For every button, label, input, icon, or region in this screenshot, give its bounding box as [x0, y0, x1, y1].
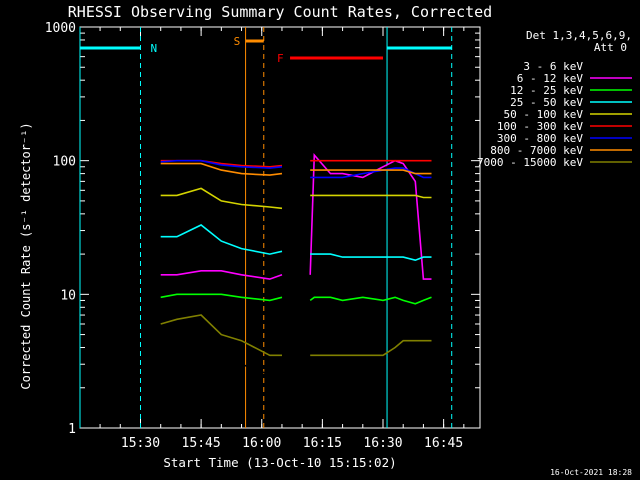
- y-axis-label: Corrected Count Rate (s⁻¹ detector⁻¹): [19, 122, 33, 389]
- series-line-12-25: [160, 293, 432, 305]
- series-line-7000-15000: [160, 314, 432, 357]
- x-tick-label: 15:30: [121, 436, 160, 451]
- saa-label: S: [234, 35, 241, 48]
- y-tick-label: 10: [60, 288, 76, 303]
- series-line-25-50: [160, 224, 432, 262]
- legend-label-6-12: 6 - 12 keV: [517, 72, 584, 85]
- legend-label-3-6: 3 - 6 keV: [523, 60, 583, 73]
- y-tick-label: 1: [68, 422, 76, 437]
- legend-label-25-50: 25 - 50 keV: [510, 96, 583, 109]
- x-axis-label: Start Time (13-Oct-10 15:15:02): [163, 455, 396, 470]
- chart-title: RHESSI Observing Summary Count Rates, Co…: [68, 3, 492, 21]
- y-tick-label: 1000: [45, 21, 76, 36]
- legend-label-300-800: 300 - 800 keV: [497, 132, 583, 145]
- legend-title-line-1: Det 1,3,4,5,6,9,: [526, 29, 632, 42]
- night-label: N: [150, 42, 157, 55]
- timestamp: 16-Oct-2021 18:28: [550, 468, 632, 477]
- legend-label-800-7000: 800 - 7000 keV: [490, 144, 583, 157]
- y-axis: 1 10 100 1000: [45, 21, 480, 437]
- legend-label-12-25: 12 - 25 keV: [510, 84, 583, 97]
- legend-title-line-2: Att 0: [594, 41, 627, 54]
- series-line-3-6: [160, 153, 433, 394]
- x-tick-label: 16:15: [303, 436, 342, 451]
- x-tick-label: 16:30: [363, 436, 402, 451]
- x-tick-label: 16:00: [242, 436, 281, 451]
- legend-label-50-100: 50 - 100 keV: [504, 108, 584, 121]
- flare-label: F: [277, 52, 284, 65]
- series-line-50-100: [160, 187, 432, 210]
- series-line-6-12: [160, 153, 432, 280]
- x-tick-label: 15:45: [182, 436, 221, 451]
- y-tick-label: 100: [53, 155, 76, 170]
- region-markers: N S F: [79, 27, 453, 428]
- series-line-800-7000: [160, 162, 432, 176]
- legend-label-7000-15000: 7000 - 15000 keV: [477, 156, 583, 169]
- x-tick-label: 16:45: [424, 436, 463, 451]
- series-lines: [160, 153, 433, 394]
- x-axis: 15:30 15:45 16:00 16:15 16:30 16:45: [99, 27, 465, 451]
- legend-label-100-300: 100 - 300 keV: [497, 120, 583, 133]
